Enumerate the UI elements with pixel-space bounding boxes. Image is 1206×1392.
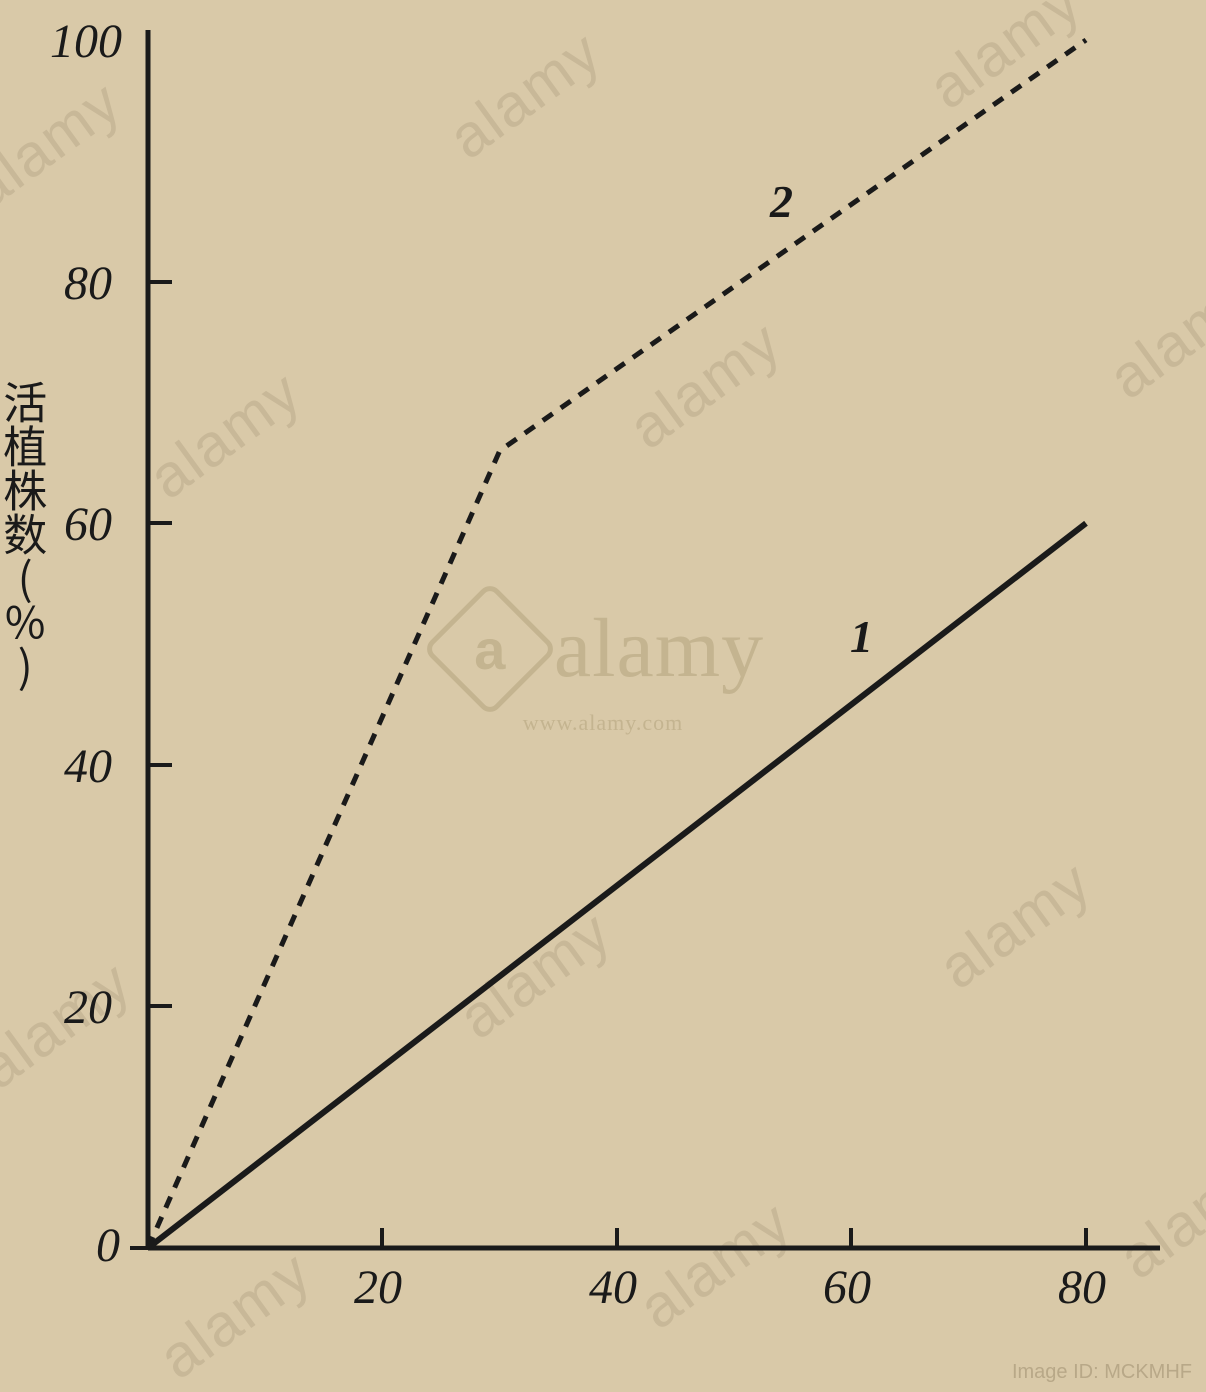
y-tick-label: 20 [64, 980, 112, 1035]
series-label-2: 2 [770, 175, 793, 228]
chart-svg [0, 0, 1206, 1390]
y-tick-label: 80 [64, 256, 112, 311]
chart-container: alamy alamy alamy alamy alamy alamy alam… [0, 0, 1206, 1390]
x-tick-label: 40 [589, 1260, 637, 1315]
series-label-1: 1 [850, 610, 873, 663]
y-tick-label: 0 [96, 1218, 120, 1273]
x-tick-label: 20 [354, 1260, 402, 1315]
series-1-line [148, 523, 1086, 1248]
series-2-line [148, 40, 1086, 1248]
y-tick-label: 100 [50, 14, 122, 69]
watermark-image-id: Image ID: MCKMHF [1012, 1361, 1192, 1384]
x-tick-label: 80 [1058, 1260, 1106, 1315]
y-tick-label: 60 [64, 497, 112, 552]
y-tick-label: 40 [64, 739, 112, 794]
y-axis-title: 活植株数(%) [2, 380, 48, 688]
x-tick-label: 60 [823, 1260, 871, 1315]
